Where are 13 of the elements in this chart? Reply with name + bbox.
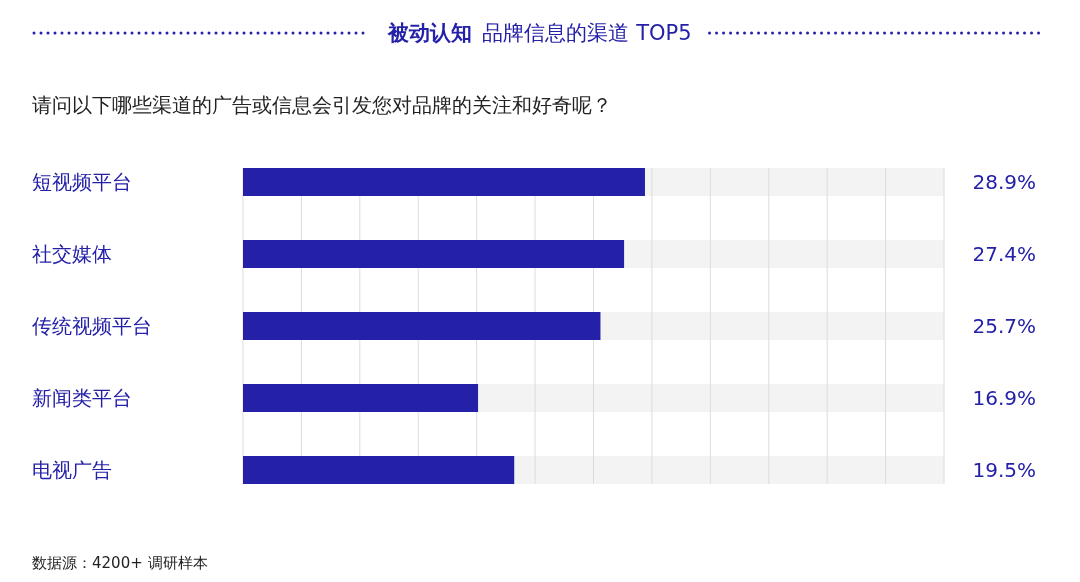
- y-tick-label: 电视广告: [32, 458, 112, 482]
- y-tick-label: 短视频平台: [32, 170, 132, 194]
- data-label: 25.7%: [972, 314, 1036, 338]
- data-label: 16.9%: [972, 386, 1036, 410]
- data-label: 19.5%: [972, 458, 1036, 482]
- chart-subtitle: 请问以下哪些渠道的广告或信息会引发您对品牌的关注和好奇呢？: [32, 93, 612, 117]
- data-label: 27.4%: [972, 242, 1036, 266]
- y-tick-label: 传统视频平台: [32, 314, 152, 338]
- text: 数据源：4200+ 调研样本: [32, 554, 208, 572]
- data-label: 28.9%: [972, 170, 1036, 194]
- title: 被动认知 品牌信息的渠道 TOP5: [388, 21, 692, 45]
- y-tick-label: 新闻类平台: [32, 386, 132, 410]
- y-tick-label: 社交媒体: [32, 242, 112, 266]
